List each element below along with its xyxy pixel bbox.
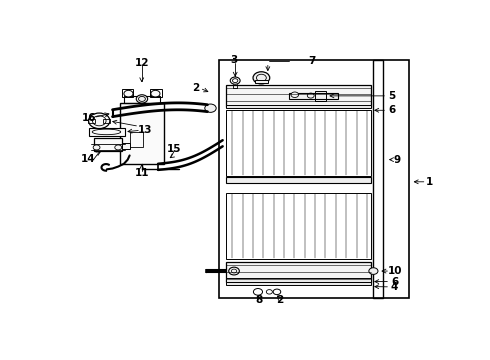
Text: 10: 10 xyxy=(388,266,402,276)
Bar xyxy=(226,105,371,108)
Bar xyxy=(226,262,371,282)
Text: 3: 3 xyxy=(230,55,238,65)
Text: 9: 9 xyxy=(393,155,400,165)
Text: 16: 16 xyxy=(81,113,96,123)
Text: 14: 14 xyxy=(81,154,96,164)
Circle shape xyxy=(151,90,160,97)
Text: 11: 11 xyxy=(135,168,149,179)
Text: 5: 5 xyxy=(388,91,395,101)
Text: 2: 2 xyxy=(193,82,200,93)
Circle shape xyxy=(93,145,100,150)
Text: 4: 4 xyxy=(391,282,398,292)
Bar xyxy=(315,91,325,100)
Bar xyxy=(122,143,130,149)
Circle shape xyxy=(205,104,216,112)
Bar xyxy=(103,118,110,123)
Circle shape xyxy=(115,145,122,150)
Bar xyxy=(226,282,371,285)
Text: 12: 12 xyxy=(135,58,149,68)
Circle shape xyxy=(253,72,270,84)
Bar xyxy=(226,110,371,176)
Bar xyxy=(289,93,339,99)
Circle shape xyxy=(291,92,298,98)
Bar xyxy=(226,177,371,183)
Bar xyxy=(226,193,371,260)
Text: 2: 2 xyxy=(276,296,283,305)
Bar xyxy=(122,90,133,97)
Bar xyxy=(88,118,95,123)
Circle shape xyxy=(229,267,239,275)
Bar xyxy=(372,60,383,298)
Text: 15: 15 xyxy=(167,144,182,153)
Bar xyxy=(150,90,162,97)
Bar xyxy=(255,80,268,84)
Circle shape xyxy=(369,268,378,274)
Bar xyxy=(219,60,409,298)
Circle shape xyxy=(124,90,133,97)
Bar xyxy=(89,128,124,136)
Text: 8: 8 xyxy=(255,296,262,305)
Text: 13: 13 xyxy=(138,125,152,135)
Circle shape xyxy=(89,113,110,129)
Text: 6: 6 xyxy=(388,105,395,115)
Text: 7: 7 xyxy=(308,56,316,66)
Bar xyxy=(94,138,122,151)
Bar xyxy=(129,132,143,147)
Bar xyxy=(124,96,160,103)
Circle shape xyxy=(136,95,147,103)
Bar xyxy=(120,103,164,164)
Bar xyxy=(226,278,371,282)
Text: 1: 1 xyxy=(426,177,433,187)
Text: 6: 6 xyxy=(391,276,398,287)
Bar xyxy=(226,85,371,107)
